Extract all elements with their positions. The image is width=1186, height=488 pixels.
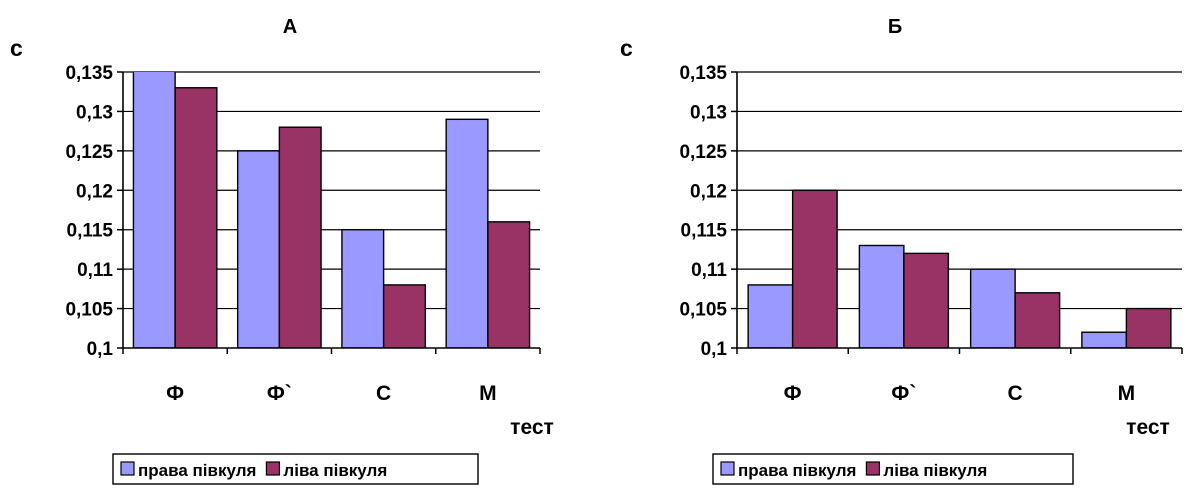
y-tick-label: 0,125 bbox=[65, 142, 113, 163]
y-tick-label: 0,135 bbox=[65, 63, 113, 84]
y-tick-label: 0,115 bbox=[681, 221, 728, 242]
bar-left-hemisphere bbox=[487, 221, 531, 348]
x-axis-label: тест bbox=[510, 416, 554, 439]
bar-left-hemisphere bbox=[791, 189, 838, 348]
chart-2: 0,1 0,105 0,11 0,115 0,12 0,125 0,13 0,135 Ф Ф` С М… bbox=[620, 16, 1183, 485]
y-tick-label: 0,1 bbox=[701, 339, 728, 360]
y-tick-label: 0,11 bbox=[691, 260, 727, 281]
legend-swatch bbox=[865, 461, 881, 476]
legend-label: права півкуля bbox=[738, 461, 856, 480]
x-tick-label: М bbox=[479, 382, 497, 405]
y-tick-label: 0,12 bbox=[690, 181, 727, 202]
chart-title: Б bbox=[888, 16, 902, 38]
bar-left-hemisphere bbox=[1014, 292, 1061, 348]
y-tick-label: 0,1 bbox=[87, 339, 114, 360]
bar-right-hemisphere bbox=[858, 244, 905, 348]
legend-swatch bbox=[265, 461, 281, 476]
bar-right-hemisphere bbox=[747, 284, 794, 348]
chart-1: 0,1 0,105 0,11 0,115 0,12 0,125 0,13 0,135 Ф Ф` С М… bbox=[10, 16, 554, 485]
bars-group bbox=[747, 189, 1172, 348]
bar-right-hemisphere bbox=[1081, 331, 1128, 348]
x-axis-label: тест bbox=[1126, 416, 1170, 439]
legend-label: ліва півкуля bbox=[883, 461, 987, 480]
legend-box bbox=[112, 453, 479, 485]
y-tick-label: 0,13 bbox=[76, 102, 113, 123]
x-tick-label: Ф bbox=[784, 382, 802, 405]
chart-title: А bbox=[283, 16, 297, 38]
bar-right-hemisphere bbox=[132, 72, 176, 348]
y-tick-label: 0,13 bbox=[690, 102, 727, 123]
legend-label: права півкуля bbox=[138, 461, 256, 480]
bar-left-hemisphere bbox=[382, 284, 427, 348]
bars-group bbox=[132, 72, 531, 348]
y-axis-label: с bbox=[620, 35, 633, 61]
y-tick-label: 0,12 bbox=[76, 181, 113, 202]
x-tick-label: Ф` bbox=[891, 382, 916, 405]
x-tick-label: С bbox=[376, 382, 391, 405]
bar-right-hemisphere bbox=[341, 229, 385, 348]
bar-left-hemisphere bbox=[1125, 307, 1172, 348]
bar-right-hemisphere bbox=[236, 150, 281, 348]
bar-left-hemisphere bbox=[278, 126, 322, 348]
legend-label: ліва півкуля bbox=[283, 461, 387, 480]
x-tick-label: М bbox=[1118, 382, 1136, 405]
y-tick-label: 0,135 bbox=[679, 63, 727, 84]
legend-swatch bbox=[120, 461, 135, 476]
y-tick-label: 0,125 bbox=[679, 142, 727, 163]
y-tick-label: 0,105 bbox=[65, 300, 113, 321]
bar-left-hemisphere bbox=[903, 252, 950, 348]
x-tick-label: Ф` bbox=[267, 382, 292, 405]
bar-left-hemisphere bbox=[174, 87, 218, 348]
legend: права півкуля ліва півкуля bbox=[112, 453, 479, 485]
y-tick-label: 0,105 bbox=[679, 300, 727, 321]
legend-box bbox=[712, 453, 1074, 485]
y-tick-label: 0,11 bbox=[77, 260, 113, 281]
bar-right-hemisphere bbox=[969, 268, 1016, 348]
legend: права півкуля ліва півкуля bbox=[712, 453, 1074, 485]
y-axis-label: с bbox=[10, 35, 23, 61]
legend-swatch bbox=[720, 461, 735, 476]
x-tick-label: С bbox=[1008, 382, 1023, 405]
x-tick-label: Ф bbox=[166, 382, 184, 405]
bar-right-hemisphere bbox=[445, 118, 489, 348]
y-tick-label: 0,115 bbox=[67, 221, 114, 242]
